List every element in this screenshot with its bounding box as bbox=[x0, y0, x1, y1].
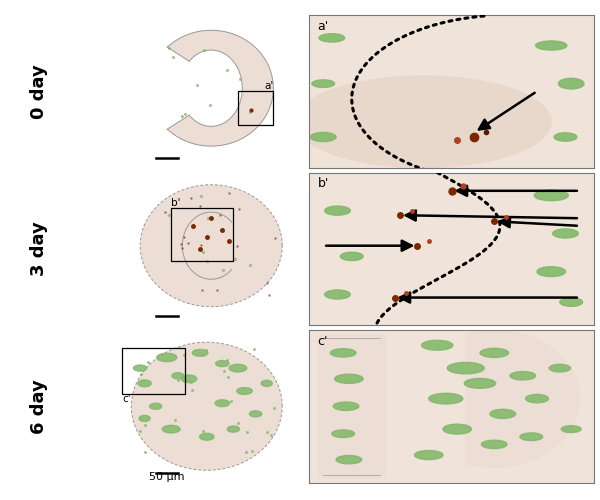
Bar bbox=[122, 348, 185, 394]
Ellipse shape bbox=[333, 402, 359, 410]
Ellipse shape bbox=[415, 450, 443, 460]
Ellipse shape bbox=[181, 375, 197, 382]
Ellipse shape bbox=[520, 433, 542, 440]
Text: c': c' bbox=[122, 394, 131, 404]
Ellipse shape bbox=[536, 41, 567, 50]
Ellipse shape bbox=[227, 426, 239, 432]
FancyBboxPatch shape bbox=[317, 334, 386, 478]
Text: 3 day: 3 day bbox=[30, 222, 48, 276]
Ellipse shape bbox=[193, 350, 208, 356]
Ellipse shape bbox=[340, 252, 363, 260]
Ellipse shape bbox=[200, 434, 214, 440]
Ellipse shape bbox=[138, 380, 151, 387]
Text: a': a' bbox=[264, 81, 274, 91]
Ellipse shape bbox=[229, 364, 247, 372]
Text: c': c' bbox=[317, 334, 328, 347]
Ellipse shape bbox=[215, 360, 229, 366]
Ellipse shape bbox=[553, 229, 578, 238]
Ellipse shape bbox=[139, 416, 150, 422]
Ellipse shape bbox=[149, 403, 162, 409]
Polygon shape bbox=[131, 342, 282, 470]
Ellipse shape bbox=[319, 34, 344, 42]
Text: 50 μm: 50 μm bbox=[149, 472, 185, 482]
Ellipse shape bbox=[559, 78, 584, 89]
Bar bbox=[238, 91, 274, 125]
Ellipse shape bbox=[295, 76, 551, 168]
Ellipse shape bbox=[172, 372, 184, 379]
Ellipse shape bbox=[428, 394, 463, 404]
Text: 0 day: 0 day bbox=[30, 64, 48, 118]
Ellipse shape bbox=[335, 374, 363, 384]
Polygon shape bbox=[140, 184, 282, 306]
Ellipse shape bbox=[336, 456, 362, 464]
Ellipse shape bbox=[464, 378, 496, 388]
Ellipse shape bbox=[490, 410, 515, 418]
Ellipse shape bbox=[310, 132, 336, 141]
Text: a': a' bbox=[317, 20, 329, 32]
Polygon shape bbox=[309, 172, 594, 325]
Ellipse shape bbox=[237, 388, 252, 394]
Ellipse shape bbox=[537, 266, 566, 276]
Text: b': b' bbox=[317, 177, 329, 190]
Polygon shape bbox=[466, 330, 580, 467]
Ellipse shape bbox=[325, 290, 350, 299]
Polygon shape bbox=[309, 330, 594, 482]
Ellipse shape bbox=[443, 424, 472, 434]
Polygon shape bbox=[167, 30, 274, 146]
Ellipse shape bbox=[560, 298, 583, 306]
Ellipse shape bbox=[261, 380, 272, 386]
Ellipse shape bbox=[510, 372, 536, 380]
Ellipse shape bbox=[312, 80, 335, 88]
Ellipse shape bbox=[250, 411, 262, 417]
Ellipse shape bbox=[331, 348, 356, 357]
Ellipse shape bbox=[481, 440, 507, 448]
Ellipse shape bbox=[332, 430, 355, 438]
Bar bbox=[171, 208, 233, 261]
Text: b': b' bbox=[171, 198, 181, 207]
Text: 6 day: 6 day bbox=[30, 379, 48, 434]
Ellipse shape bbox=[526, 394, 548, 403]
Ellipse shape bbox=[554, 133, 577, 141]
Ellipse shape bbox=[549, 364, 571, 372]
Ellipse shape bbox=[534, 190, 568, 200]
Ellipse shape bbox=[447, 362, 484, 374]
Ellipse shape bbox=[215, 400, 230, 406]
Ellipse shape bbox=[325, 206, 350, 215]
Ellipse shape bbox=[480, 348, 509, 358]
Ellipse shape bbox=[163, 426, 180, 433]
Ellipse shape bbox=[561, 426, 581, 432]
Ellipse shape bbox=[422, 340, 453, 350]
Polygon shape bbox=[309, 15, 594, 168]
Ellipse shape bbox=[157, 354, 177, 362]
Ellipse shape bbox=[133, 365, 147, 371]
